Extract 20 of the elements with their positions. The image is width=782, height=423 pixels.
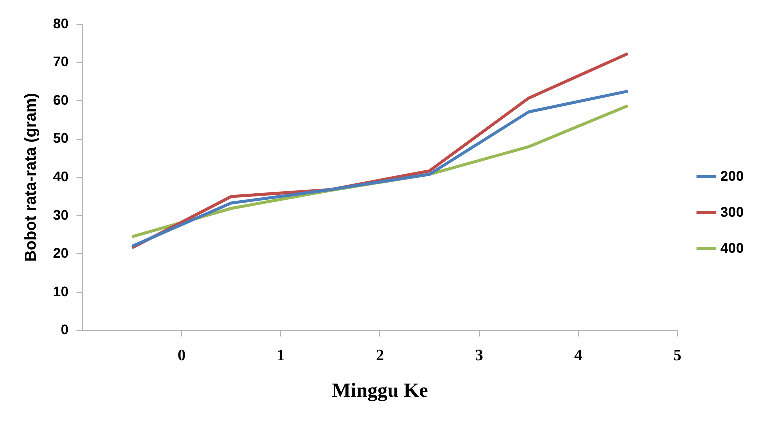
y-tick-label: 30	[53, 206, 69, 223]
x-tick-label: 3	[475, 348, 484, 365]
legend-label: 200	[720, 168, 744, 184]
legend-label: 300	[720, 204, 744, 220]
legend-label: 400	[720, 240, 744, 256]
y-tick-label: 40	[53, 168, 69, 184]
y-tick-label: 60	[53, 92, 69, 108]
x-tick-label: 0	[178, 348, 186, 365]
y-tick-label: 70	[53, 54, 69, 70]
y-axis-title: Bobot rata-rata (gram)	[23, 93, 40, 262]
y-tick-label: 0	[60, 322, 69, 338]
x-axis-title: Minggu Ke	[332, 380, 428, 402]
y-tick-label: 20	[53, 245, 69, 262]
y-tick-label: 10	[53, 283, 69, 300]
x-tick-label: 2	[376, 348, 384, 365]
y-tick-label: 50	[53, 130, 69, 146]
y-tick-label: 80	[53, 15, 69, 32]
x-tick-label: 4	[574, 348, 582, 365]
x-tick-label: 5	[674, 348, 682, 365]
x-tick-label: 1	[277, 348, 286, 365]
